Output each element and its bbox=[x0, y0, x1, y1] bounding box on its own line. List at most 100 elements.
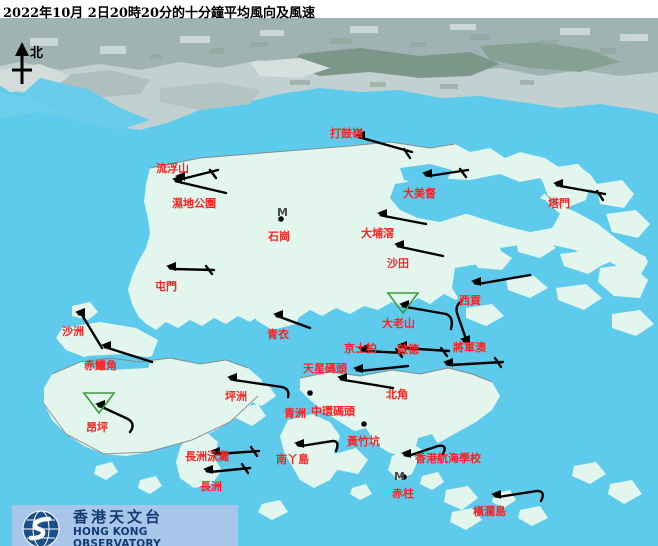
station-label[interactable]: 將軍澳 bbox=[453, 341, 486, 354]
wind-barb-shaft bbox=[278, 315, 312, 330]
deep-bay bbox=[0, 112, 180, 174]
station-label[interactable]: 青衣 bbox=[267, 328, 289, 341]
station-dot[interactable] bbox=[357, 133, 363, 139]
station-label[interactable]: 塔門 bbox=[548, 197, 570, 210]
wind-barb-shaft bbox=[171, 267, 216, 272]
tap-mun-island bbox=[542, 164, 592, 208]
station-dot[interactable] bbox=[168, 264, 174, 270]
wind-barb-shaft bbox=[342, 378, 395, 390]
station-label[interactable]: 啟德 bbox=[397, 343, 419, 356]
station-label[interactable]: 青洲 bbox=[284, 407, 306, 420]
wind-barb-shaft bbox=[80, 313, 104, 350]
high-level-station-marker bbox=[386, 292, 420, 315]
north-arrow-icon bbox=[12, 42, 32, 84]
chek-lap-kok bbox=[56, 322, 158, 362]
wind-barb-shaft bbox=[382, 214, 428, 226]
wind-barb-shaft bbox=[215, 449, 261, 456]
station-dot[interactable] bbox=[212, 449, 218, 455]
station-dot[interactable] bbox=[278, 216, 284, 222]
lamma-island bbox=[280, 414, 340, 488]
station-label[interactable]: 黃竹坑 bbox=[347, 435, 380, 448]
wind-barb-tick bbox=[208, 168, 218, 180]
station-dot[interactable] bbox=[229, 375, 235, 381]
station-dot[interactable] bbox=[424, 171, 430, 177]
lantau-island bbox=[44, 358, 262, 456]
wind-barb-shaft bbox=[406, 444, 446, 458]
cheung-chau bbox=[176, 432, 222, 488]
station-dot[interactable] bbox=[445, 360, 451, 366]
station-dot[interactable] bbox=[174, 177, 180, 183]
wind-barb-shaft bbox=[299, 439, 339, 453]
station-dot[interactable] bbox=[355, 366, 361, 372]
wind-barb-shaft bbox=[496, 489, 544, 503]
calm-wind-marker: M bbox=[277, 206, 288, 219]
high-level-station-marker bbox=[82, 392, 116, 415]
wind-barb-tick bbox=[394, 347, 404, 359]
station-dot[interactable] bbox=[296, 441, 302, 447]
station-dot[interactable] bbox=[103, 343, 109, 349]
wind-barb-shaft bbox=[455, 299, 469, 344]
station-label[interactable]: 天星碼頭 bbox=[303, 362, 347, 375]
station-marker-layer bbox=[77, 133, 561, 498]
station-label[interactable]: 沙田 bbox=[387, 257, 409, 270]
station-dot[interactable] bbox=[401, 474, 407, 480]
station-label[interactable]: 北角 bbox=[386, 388, 408, 401]
station-dot[interactable] bbox=[275, 312, 281, 318]
hko-logo: 香港天文台 HONG KONG OBSERVATORY bbox=[12, 505, 238, 546]
wind-barb-tick bbox=[402, 147, 412, 160]
station-dot[interactable] bbox=[473, 279, 479, 285]
sai-kung-islands bbox=[466, 236, 654, 336]
station-label[interactable]: 石崗 bbox=[268, 230, 290, 243]
station-label[interactable]: 屯門 bbox=[155, 280, 177, 293]
wind-barb-shaft bbox=[177, 180, 228, 195]
station-dot[interactable] bbox=[399, 343, 405, 349]
station-dot[interactable] bbox=[401, 302, 407, 308]
station-dot[interactable] bbox=[205, 467, 211, 473]
station-label[interactable]: 打鼓嶺 bbox=[330, 127, 363, 140]
station-label[interactable]: 中環碼頭 bbox=[311, 405, 355, 418]
station-dot[interactable] bbox=[379, 211, 385, 217]
station-dot[interactable] bbox=[396, 242, 402, 248]
hko-logo-icon bbox=[22, 510, 60, 546]
station-label[interactable]: 京士柏 bbox=[344, 342, 377, 355]
station-label[interactable]: 昂坪 bbox=[86, 421, 108, 434]
station-label[interactable]: 沙洲 bbox=[62, 325, 84, 338]
hong-kong-wind-map: 北 打鼓嶺流浮山濕地公園 M 石崗 大美督塔門大埔滘沙田屯門西貢大老山青衣將軍澳 京士柏… bbox=[0, 18, 658, 546]
north-label: 北 bbox=[30, 46, 44, 61]
station-dot[interactable] bbox=[462, 337, 468, 343]
station-dot[interactable] bbox=[339, 375, 345, 381]
wind-barb-shaft bbox=[100, 405, 134, 434]
station-label[interactable]: 大美督 bbox=[403, 187, 436, 200]
station-dot[interactable] bbox=[77, 310, 83, 316]
station-label[interactable]: 大老山 bbox=[382, 317, 415, 330]
station-dot[interactable] bbox=[97, 402, 103, 408]
station-label[interactable]: 濕地公園 bbox=[172, 197, 216, 210]
wind-barb-shaft bbox=[106, 346, 154, 364]
station-label[interactable]: 大埔滘 bbox=[361, 227, 394, 240]
station-label[interactable]: 南丫島 bbox=[276, 453, 309, 466]
hong-kong-island bbox=[300, 368, 500, 458]
station-dot[interactable] bbox=[493, 492, 499, 498]
wind-barb-shaft bbox=[232, 378, 290, 399]
wind-barb-tick bbox=[249, 445, 259, 458]
station-label[interactable]: 赤鱲角 bbox=[84, 359, 117, 372]
station-label[interactable]: 長洲泳灘 bbox=[185, 450, 229, 463]
satellite-mainland-layer bbox=[0, 18, 658, 130]
station-dot[interactable] bbox=[361, 421, 367, 427]
station-dot[interactable] bbox=[360, 346, 366, 352]
station-label[interactable]: 西貢 bbox=[459, 294, 481, 307]
station-label[interactable]: 橫瀾島 bbox=[473, 505, 506, 518]
wind-barb-shaft bbox=[208, 466, 252, 474]
station-dot[interactable] bbox=[555, 181, 561, 187]
station-label[interactable]: 赤柱 bbox=[392, 487, 414, 500]
hko-logo-zh: 香港天文台 bbox=[73, 507, 164, 526]
station-label[interactable]: 坪洲 bbox=[225, 390, 247, 403]
station-label[interactable]: 流浮山 bbox=[156, 162, 189, 175]
station-dot[interactable] bbox=[403, 451, 409, 457]
station-label[interactable]: 香港航海學校 bbox=[415, 452, 481, 465]
station-dot[interactable] bbox=[307, 390, 313, 396]
map-graphics bbox=[0, 18, 658, 546]
coastline-strokes bbox=[43, 141, 493, 455]
station-label[interactable]: 長洲 bbox=[200, 480, 222, 493]
